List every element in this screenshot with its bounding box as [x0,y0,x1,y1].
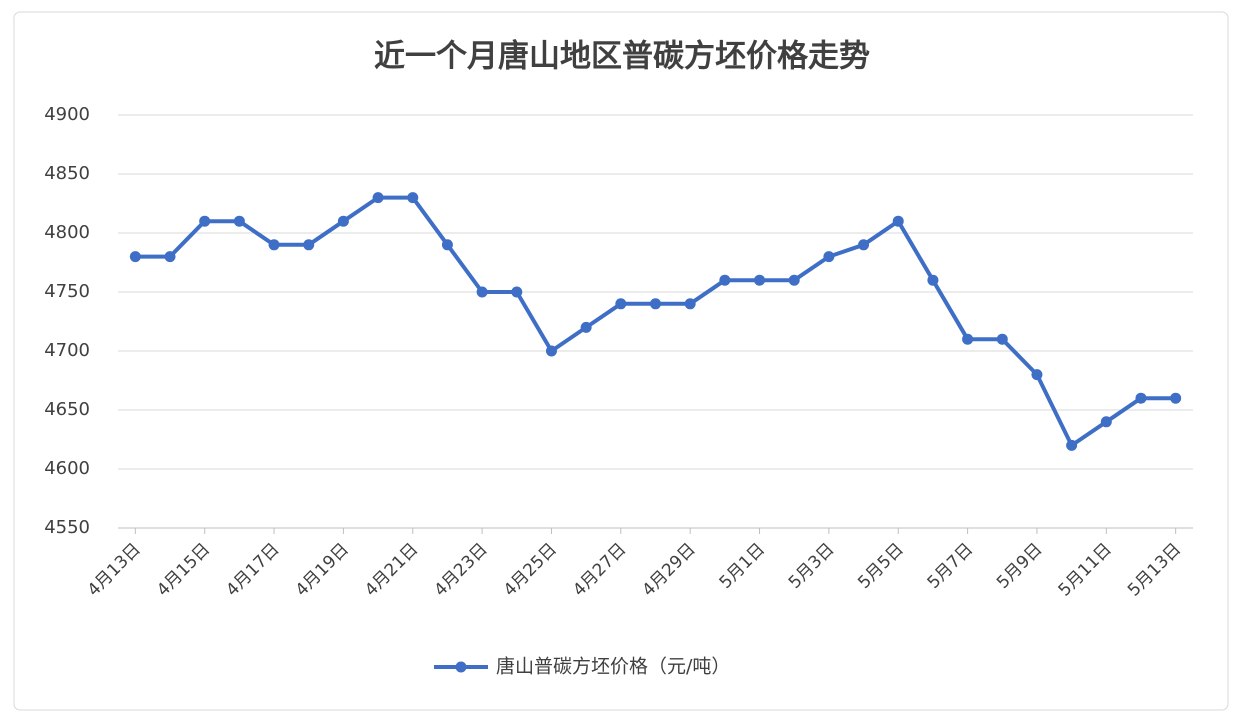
y-tick-label: 4900 [44,104,90,125]
data-point [337,215,349,227]
data-point [892,215,904,227]
data-point [268,239,280,251]
legend-label: 唐山普碳方坯价格（元/吨） [496,656,730,678]
data-point [1135,392,1147,404]
chart-border [13,11,1229,711]
data-point [407,192,419,204]
data-point [684,298,696,310]
data-point [962,333,974,345]
data-point [441,239,453,251]
data-point [372,192,384,204]
data-point [164,251,176,263]
data-point [545,345,557,357]
y-tick-label: 4800 [44,222,90,243]
data-point [719,274,731,286]
data-point [1066,439,1078,451]
data-point [823,251,835,263]
data-point [927,274,939,286]
data-point [580,321,592,333]
y-tick-label: 4550 [44,517,90,538]
data-point [858,239,870,251]
data-point [615,298,627,310]
y-tick-label: 4850 [44,163,90,184]
data-point [303,239,315,251]
y-tick-label: 4600 [44,458,90,479]
data-point [1031,369,1043,381]
y-tick-label: 4750 [44,281,90,302]
data-point [199,215,211,227]
data-point [754,274,766,286]
data-point [650,298,661,310]
data-point [996,333,1008,345]
y-tick-label: 4700 [44,340,90,361]
y-tick-label: 4650 [44,399,90,420]
data-point [476,286,488,298]
legend-marker [455,661,467,673]
data-point [1170,392,1182,404]
chart-title: 近一个月唐山地区普碳方坯价格走势 [374,39,870,75]
data-point [1100,416,1112,428]
data-point [511,286,523,298]
data-point [233,215,245,227]
data-point [788,274,800,286]
data-point [129,251,141,263]
